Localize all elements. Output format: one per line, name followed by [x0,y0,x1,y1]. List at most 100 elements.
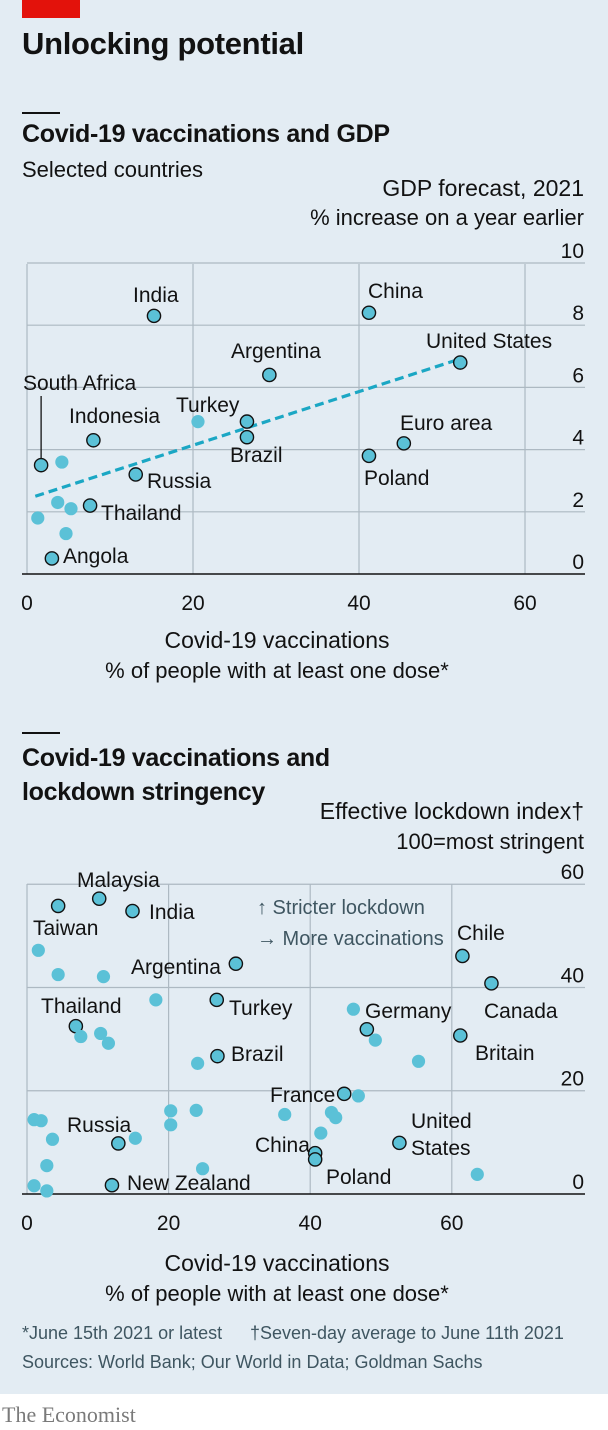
chart2-label-turkey: Turkey [229,997,293,1020]
chart1-rule [22,112,60,114]
chart2-ytick-label: 60 [561,861,584,884]
chart1-ytick-label: 0 [572,551,584,574]
chart1-xtick-label: 40 [347,592,370,615]
chart2-ytick-label: 20 [561,1068,584,1091]
chart2-point [314,1126,328,1140]
chart2-point [329,1110,343,1125]
chart1-label-poland: Poland [364,467,429,490]
chart2-point-chile [455,948,470,964]
chart1-point-poland [361,448,377,464]
chart2-point [149,993,163,1007]
chart1-label-russia: Russia [147,470,212,493]
chart2-point [40,1184,54,1198]
chart2-xtick-label: 40 [299,1212,322,1235]
chart2-label-argentina: Argentina [131,956,221,979]
chart2-label-russia: Russia [67,1114,132,1137]
chart2-point [101,1036,116,1050]
chart1-label-argentina: Argentina [231,340,321,363]
chart2-label-taiwan: Taiwan [33,917,98,940]
chart1-point-united-states [452,355,468,370]
chart2-point [128,1131,142,1145]
chart2-point-malaysia [91,891,107,906]
chart2-point [96,970,111,984]
chart1-ytick-label: 6 [572,364,584,387]
chart2-point-poland [307,1152,323,1167]
chart2-point-india [125,903,140,919]
chart2-label-malaysia: Malaysia [77,869,160,892]
chart2-point-argentina [228,956,244,972]
footnote-1: *June 15th 2021 or latest [22,1323,223,1343]
chart2-label-thailand: Thailand [41,995,122,1018]
chart2-title: Covid-19 vaccinations and lockdown strin… [22,744,330,806]
chart2-point-new-zealand [104,1177,120,1193]
chart-panel [0,0,608,1394]
chart1-point-indonesia [86,432,101,448]
chart1-point [51,495,65,510]
brand-wordmark: The Economist [2,1402,136,1427]
chart2-label-poland: Poland [326,1166,391,1189]
chart2-plot: 0 20 40 60 0 20 40 60 ↑ Stricter lockdown → More … [21,861,585,1235]
chart2-xtick-label: 0 [21,1212,33,1235]
chart2-point [31,943,45,957]
chart1-point-south-africa [33,457,49,473]
chart1-point [31,511,45,525]
chart2-label-britain: Britain [475,1042,535,1065]
chart2-point [470,1167,484,1181]
chart1-subtitle: Selected countries [22,157,203,182]
chart2-label-india: India [149,901,195,924]
chart2-point-russia [111,1136,126,1151]
chart2-point-france [336,1086,352,1102]
footnote-2: †Seven-day average to June 11th 2021 [250,1323,564,1343]
chart1-point-thailand [82,498,98,513]
chart2-xtick-label: 60 [440,1212,463,1235]
chart2-label-united-states: States [411,1137,471,1160]
chart1-ytick-label: 4 [572,427,584,450]
chart2-label-germany: Germany [365,1000,452,1023]
chart1-xlabel-sub: % of people with at least one dose* [105,658,449,683]
chart2-point [34,1114,48,1128]
chart2-ylabel-sub: 100=most stringent [396,829,584,854]
chart2-point [51,967,65,982]
chart2-point [74,1029,88,1044]
chart2-point [45,1132,60,1146]
chart2-point [346,1002,360,1016]
chart1-xlabel: Covid-19 vaccinations [164,627,390,653]
chart1-label-angola: Angola [63,545,129,568]
chart1-xtick-label: 60 [513,592,536,615]
chart1-label-euro-area: Euro area [400,412,493,435]
chart2-label-chile: Chile [457,922,505,945]
chart1-ylabel: GDP forecast, 2021 [382,175,584,201]
chart2-ytick-label: 0 [572,1171,584,1194]
chart1-xtick-label: 20 [181,592,204,615]
chart2-ytick-label: 40 [561,964,584,987]
chart2-point [94,1026,108,1041]
chart1-point [59,526,73,541]
chart1-point-turkey [239,414,255,429]
chart1-label-brazil: Brazil [230,444,283,467]
chart2-ylabel: Effective lockdown index† [319,798,584,824]
chart1-point-angola [44,551,60,566]
chart1-title: Covid-19 vaccinations and GDP [22,120,390,148]
chart1-label-indonesia: Indonesia [69,405,160,428]
chart2-point-turkey [209,992,225,1008]
chart2-label-new-zealand: New Zealand [127,1172,251,1195]
chart1-label-united-states: United States [426,330,552,353]
chart2-point [278,1107,292,1122]
chart2-point [164,1118,178,1132]
chart2-xlabel-sub: % of people with at least one dose* [105,1281,449,1306]
chart1-ylabel-sub: % increase on a year earlier [310,205,584,230]
chart2-rule [22,732,60,734]
chart1-label-turkey: Turkey [176,394,240,417]
chart1-point [55,455,69,469]
chart2-point [351,1089,365,1103]
chart2-xlabel: Covid-19 vaccinations [164,1250,390,1276]
chart2-point [164,1104,178,1118]
chart1-ytick-label: 10 [561,240,584,263]
chart2-point [368,1033,382,1047]
chart1-plot: 0 2 4 6 8 10 0 20 40 60 India China United States Arg… [21,240,585,615]
chart2-annotation: ↑ Stricter lockdown [257,897,425,919]
chart2-point [411,1054,426,1068]
chart1-trendline [34,357,460,498]
chart2-point [195,1162,210,1176]
chart1-label-thailand: Thailand [101,502,182,525]
